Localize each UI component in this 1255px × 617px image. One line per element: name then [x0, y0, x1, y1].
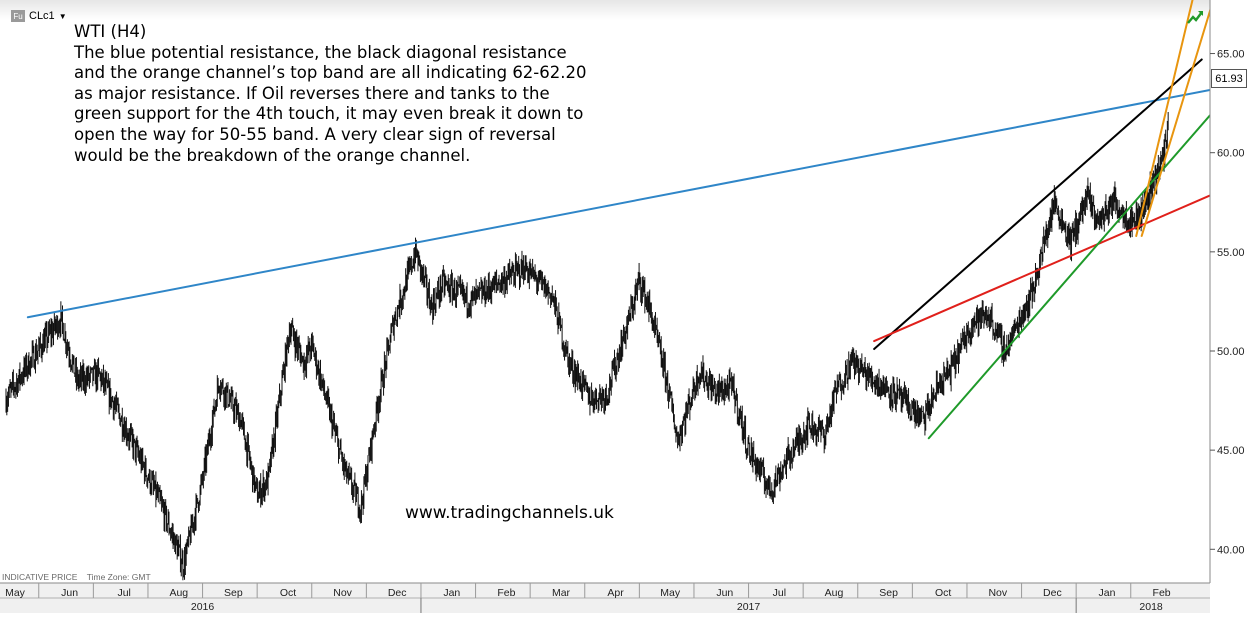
x-month-label: Jun	[61, 587, 78, 599]
header-shade	[0, 0, 1255, 20]
x-month-label: Feb	[497, 587, 515, 599]
x-year-label: 2016	[191, 601, 215, 613]
annotation-line: open the way for 50-55 band. A very clea…	[74, 124, 556, 144]
x-month-label: Aug	[169, 587, 188, 599]
x-month-label: Feb	[1153, 587, 1171, 599]
x-month-label: Jan	[1099, 587, 1116, 599]
x-month-label: Aug	[825, 587, 844, 599]
trendline-orange	[1140, 0, 1215, 237]
chart-footer: INDICATIVE PRICE Time Zone: GMT	[2, 572, 151, 582]
y-tick-label: 40.00	[1217, 544, 1245, 556]
trendline-red	[873, 193, 1214, 343]
y-tick-label: 50.00	[1217, 346, 1245, 358]
x-month-label: Jul	[117, 587, 130, 599]
instrument-type-badge: Fu	[11, 10, 25, 22]
watermark-url: www.tradingchannels.uk	[405, 503, 614, 523]
x-month-label: May	[660, 587, 681, 599]
trendline-black	[873, 58, 1203, 351]
y-axis-panel	[1210, 0, 1255, 583]
x-month-label: Jul	[773, 587, 786, 599]
x-year-label: 2017	[737, 601, 761, 613]
x-month-label: Nov	[988, 587, 1007, 599]
x-month-label: Dec	[1043, 587, 1062, 599]
x-month-label: Jan	[443, 587, 460, 599]
y-tick-label: 65.00	[1217, 49, 1245, 61]
indicative-price-label: INDICATIVE PRICE	[2, 572, 78, 582]
trendline-blue	[26, 84, 1236, 319]
annotation-line: and the orange channel’s top band are al…	[74, 63, 587, 83]
annotation-title: WTI (H4)	[74, 22, 147, 41]
annotation-line: as major resistance. If Oil reverses the…	[74, 83, 550, 103]
y-tick-label: 55.00	[1217, 247, 1245, 259]
x-month-label: Oct	[935, 587, 951, 599]
trendline-orange	[1135, 0, 1194, 237]
x-month-label: May	[5, 587, 26, 599]
annotation-line: would be the breakdown of the orange cha…	[74, 145, 471, 165]
x-month-label: Sep	[224, 587, 243, 599]
x-month-label: Jun	[716, 587, 733, 599]
trendline-green	[927, 62, 1255, 440]
x-month-label: Apr	[607, 587, 624, 599]
x-month-label: Nov	[333, 587, 352, 599]
y-tick-label: 60.00	[1217, 148, 1245, 160]
annotation-line: The blue potential resistance, the black…	[74, 42, 567, 62]
analysis-annotation: WTI (H4) The blue potential resistance, …	[74, 22, 604, 166]
symbol-selector[interactable]: Fu CLc1 ▼	[11, 9, 67, 23]
y-tick-label: 45.00	[1217, 445, 1245, 457]
x-month-label: Sep	[879, 587, 898, 599]
annotation-line: green support for the 4th touch, it may …	[74, 104, 584, 124]
x-month-label: Dec	[388, 587, 407, 599]
symbol-name: CLc1	[29, 10, 55, 22]
timezone-label: Time Zone: GMT	[86, 572, 151, 582]
trend-up-icon[interactable]	[1186, 8, 1204, 26]
last-price-tag: 61.93	[1211, 69, 1247, 88]
x-year-label: 2018	[1139, 601, 1163, 613]
x-month-label: Mar	[552, 587, 571, 599]
x-month-label: Oct	[280, 587, 296, 599]
dropdown-caret-icon: ▼	[58, 11, 67, 21]
